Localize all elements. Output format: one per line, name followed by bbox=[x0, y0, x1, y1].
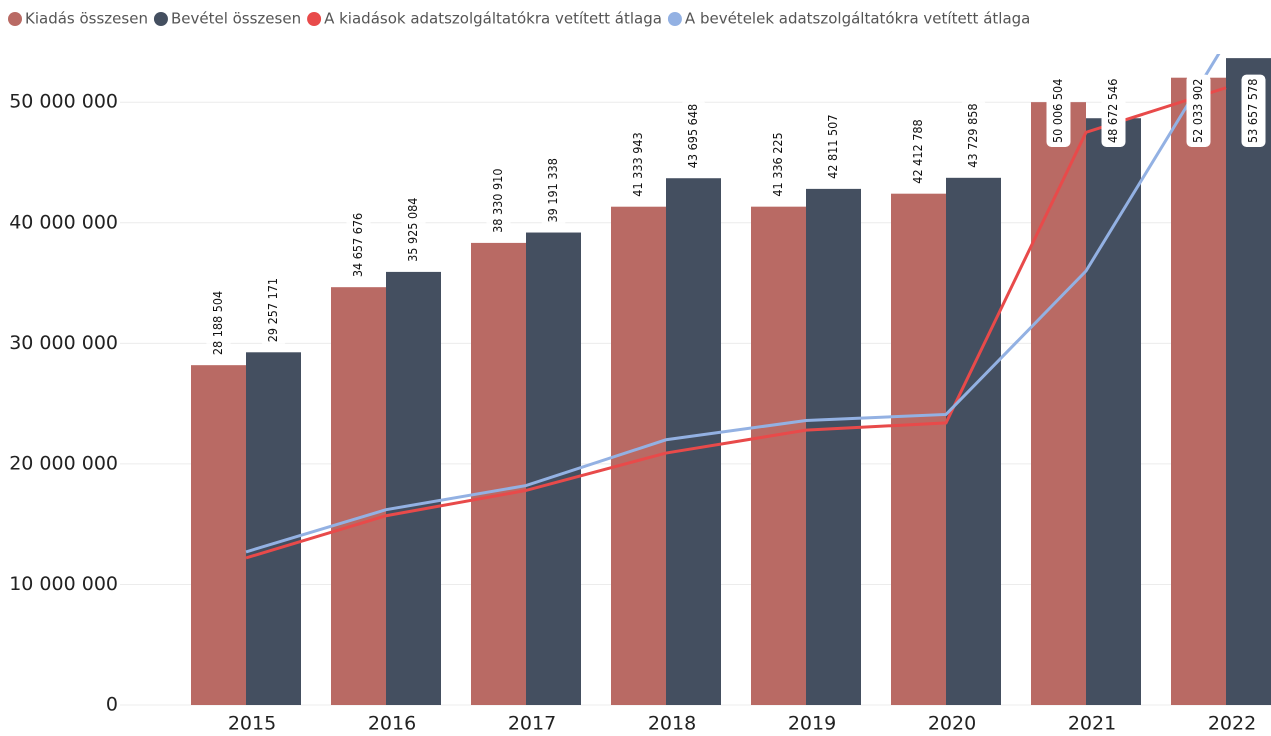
data-label: 29 257 171 bbox=[261, 273, 286, 347]
data-label-text: 50 006 504 bbox=[1050, 79, 1065, 143]
label-bg bbox=[1241, 74, 1266, 147]
x-tick-label: 2018 bbox=[648, 713, 696, 735]
data-label-text: 38 330 910 bbox=[490, 169, 505, 233]
legend-label: Kiadás összesen bbox=[25, 10, 148, 28]
x-tick-label: 2020 bbox=[928, 713, 976, 735]
bar bbox=[1086, 118, 1141, 706]
data-label-text: 43 729 858 bbox=[965, 103, 980, 167]
label-bg bbox=[346, 208, 371, 282]
data-label: 42 811 507 bbox=[821, 110, 846, 183]
bar bbox=[386, 271, 441, 705]
bar bbox=[806, 188, 861, 706]
bar bbox=[246, 352, 301, 705]
bar bbox=[751, 206, 806, 706]
legend-label: A bevételek adatszolgáltatókra vetített … bbox=[685, 10, 1030, 28]
data-label: 48 672 546 bbox=[1101, 74, 1126, 147]
bar bbox=[471, 242, 526, 705]
data-label-text: 42 412 788 bbox=[910, 119, 925, 183]
plot-area bbox=[191, 54, 1271, 706]
x-tick-label: 2016 bbox=[368, 713, 416, 735]
data-label: 53 657 578 bbox=[1241, 74, 1266, 147]
label-bg bbox=[261, 273, 286, 347]
x-tick-label: 2015 bbox=[228, 713, 276, 735]
line bbox=[245, 54, 1221, 554]
data-label: 41 336 225 bbox=[766, 128, 791, 201]
data-label-text: 41 336 225 bbox=[770, 132, 785, 196]
data-label: 41 333 943 bbox=[626, 128, 651, 201]
legend-marker bbox=[667, 12, 682, 26]
data-label: 50 006 504 bbox=[1046, 74, 1071, 147]
bar bbox=[946, 177, 1001, 706]
y-tick-label: 50 000 000 bbox=[9, 91, 118, 113]
bar bbox=[191, 365, 246, 705]
data-label: 34 657 676 bbox=[346, 208, 371, 282]
data-label-text: 35 925 084 bbox=[405, 198, 420, 262]
line bbox=[245, 86, 1227, 560]
y-tick-label: 0 bbox=[106, 694, 118, 716]
data-label: 42 412 788 bbox=[906, 115, 931, 188]
data-label-text: 39 191 338 bbox=[545, 158, 560, 222]
y-tick-label: 10 000 000 bbox=[9, 573, 118, 595]
data-label-text: 52 033 902 bbox=[1190, 79, 1205, 143]
data-label-text: 53 657 578 bbox=[1245, 79, 1260, 143]
data-label: 52 033 902 bbox=[1186, 74, 1211, 147]
bar bbox=[526, 232, 581, 705]
x-tick-label: 2022 bbox=[1208, 713, 1256, 735]
legend-marker bbox=[307, 12, 322, 26]
data-label: 35 925 084 bbox=[401, 193, 426, 266]
legend-label: Bevétel összesen bbox=[171, 10, 301, 28]
label-bg bbox=[1046, 74, 1071, 147]
x-tick-label: 2017 bbox=[508, 713, 556, 735]
label-bg bbox=[626, 128, 651, 201]
label-bg bbox=[486, 164, 511, 237]
data-label-text: 43 695 648 bbox=[685, 104, 700, 168]
data-label-text: 48 672 546 bbox=[1105, 79, 1120, 143]
label-bg bbox=[681, 99, 706, 173]
legend-label: A kiadások adatszolgáltatókra vetített á… bbox=[324, 10, 662, 28]
legend-marker bbox=[8, 12, 22, 26]
bar bbox=[1171, 77, 1226, 706]
data-label: 43 729 858 bbox=[961, 99, 986, 172]
label-bg bbox=[206, 286, 231, 360]
data-label: 43 695 648 bbox=[681, 99, 706, 173]
data-label-text: 29 257 171 bbox=[265, 278, 280, 342]
label-bg bbox=[401, 193, 426, 266]
label-bg bbox=[961, 99, 986, 172]
legend-marker bbox=[153, 12, 168, 26]
x-tick-label: 2019 bbox=[788, 713, 836, 735]
data-label-text: 34 657 676 bbox=[350, 213, 365, 277]
data-label: 28 188 504 bbox=[206, 286, 231, 360]
bar bbox=[331, 287, 386, 705]
y-tick-label: 40 000 000 bbox=[9, 211, 118, 233]
label-bg bbox=[906, 115, 931, 188]
label-bg bbox=[1186, 74, 1211, 147]
bar bbox=[1031, 102, 1086, 706]
label-bg bbox=[766, 128, 791, 201]
label-bg bbox=[541, 154, 566, 227]
bar bbox=[1226, 58, 1271, 705]
data-label-text: 42 811 507 bbox=[825, 115, 840, 179]
data-label: 38 330 910 bbox=[486, 164, 511, 237]
y-tick-label: 20 000 000 bbox=[9, 452, 118, 474]
data-label-text: 41 333 943 bbox=[630, 132, 645, 196]
x-tick-label: 2021 bbox=[1068, 713, 1116, 735]
bar bbox=[891, 193, 946, 705]
label-bg bbox=[821, 110, 846, 183]
data-label: 39 191 338 bbox=[541, 154, 566, 227]
label-bg bbox=[1101, 74, 1126, 147]
data-label-text: 28 188 504 bbox=[210, 291, 225, 355]
bar bbox=[666, 178, 721, 706]
y-tick-label: 30 000 000 bbox=[9, 332, 118, 354]
